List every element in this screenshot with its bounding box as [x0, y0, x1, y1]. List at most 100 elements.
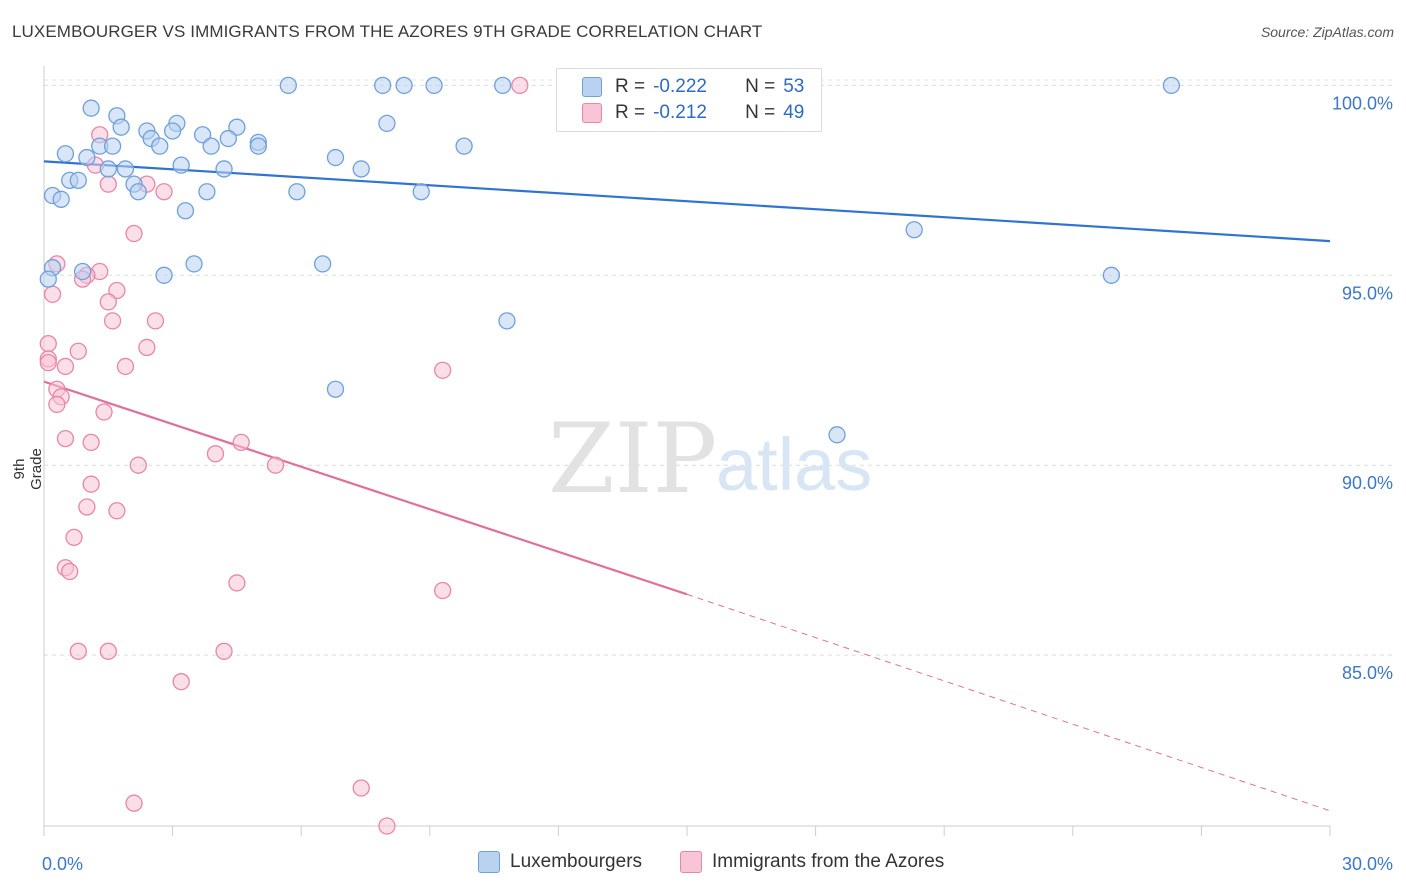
luxembourger-point — [352, 160, 370, 178]
azores-point — [108, 502, 126, 520]
azores-point — [108, 281, 126, 300]
series-legend: Luxembourgers Immigrants from the Azores — [0, 851, 1406, 877]
legend-r-value: -0.212 — [653, 102, 707, 123]
legend-n-value: 49 — [783, 102, 805, 123]
luxembourger-point — [116, 160, 135, 178]
azores-point — [378, 817, 396, 835]
azores-point — [82, 475, 100, 493]
luxembourger-point — [378, 114, 396, 133]
luxembourger-point — [326, 148, 345, 167]
luxembourger-point — [172, 156, 190, 174]
azores-point — [125, 794, 143, 812]
y-tick-label: 100.0% — [1332, 93, 1393, 113]
luxembourger-point — [219, 129, 237, 148]
legend-row-luxembourgers: R = -0.222 N = 53 — [582, 74, 805, 100]
luxembourger-point — [129, 183, 147, 201]
azores-point — [48, 395, 66, 414]
azores-point — [61, 562, 79, 581]
azores-point — [434, 361, 452, 379]
azores-point — [116, 357, 135, 376]
azores-point — [99, 293, 117, 311]
azores-point — [206, 445, 225, 463]
azores-point — [99, 175, 117, 193]
luxembourger-point — [215, 160, 233, 178]
x-tick-label: 0.0% — [42, 854, 83, 874]
series-legend-label: Immigrants from the Azores — [712, 851, 945, 872]
azores-point — [146, 312, 165, 330]
luxembourger-point — [39, 270, 57, 288]
luxembourger-point — [313, 255, 332, 273]
luxembourger-point — [455, 137, 473, 155]
series-legend-luxembourgers[interactable]: Luxembourgers — [478, 851, 642, 873]
legend-swatch-pink — [582, 103, 602, 123]
source-label: Source: ZipAtlas.com — [1260, 24, 1394, 40]
luxembourger-point — [373, 76, 392, 95]
azores-point — [172, 673, 190, 691]
luxembourger-point — [395, 76, 413, 95]
luxembourger-point — [828, 426, 846, 444]
luxembourger-point — [425, 76, 443, 95]
legend-n-value: 53 — [783, 76, 805, 97]
azores-point — [69, 342, 87, 360]
luxembourger-point — [288, 183, 306, 201]
luxembourger-point — [1162, 76, 1181, 95]
watermark-zip: ZIP — [548, 403, 717, 515]
azores-point — [215, 642, 233, 660]
luxembourger-point — [249, 137, 267, 155]
luxembourger-point — [193, 126, 212, 144]
luxembourger-point — [176, 202, 195, 220]
luxembourger-point — [1102, 266, 1121, 284]
luxembourger-point — [99, 160, 117, 178]
azores-point — [69, 642, 87, 660]
azores-point — [232, 433, 250, 452]
series-legend-azores[interactable]: Immigrants from the Azores — [680, 851, 944, 873]
luxembourger-point — [228, 118, 246, 136]
trend-lines — [43, 160, 1331, 812]
azores-trend-line — [43, 380, 688, 596]
azores-trend-line — [686, 593, 1331, 812]
y-tick-label: 95.0% — [1342, 283, 1393, 303]
luxembourger-point — [69, 171, 87, 189]
y-tick-label: 90.0% — [1342, 473, 1393, 493]
azores-point — [56, 357, 75, 376]
azores-point — [155, 183, 173, 201]
luxembourger-point — [112, 118, 130, 136]
azores-point — [39, 335, 57, 353]
luxembourger-point — [498, 312, 516, 330]
x-tick-label: 30.0% — [1342, 854, 1393, 874]
azores-point — [39, 353, 57, 372]
azores-point — [352, 779, 370, 797]
luxembourger-point — [78, 148, 96, 167]
azores-point — [56, 429, 75, 448]
azores-point — [82, 433, 100, 452]
gridlines — [44, 79, 1394, 656]
azores-point — [99, 642, 117, 660]
luxembourger-point — [155, 266, 173, 284]
watermark-atlas: atlas — [716, 423, 872, 506]
series-swatch-pink — [680, 851, 702, 873]
azores-point — [138, 338, 156, 357]
luxembourger-point — [494, 76, 512, 95]
tick-labels: 85.0% 90.0% 95.0% 100.0% 0.0% 30.0% — [42, 93, 1393, 874]
azores-point — [125, 224, 143, 243]
luxembourger-point — [73, 262, 92, 281]
series-swatch-blue — [478, 851, 500, 873]
azores-point — [129, 456, 147, 474]
azores-point — [43, 285, 62, 303]
legend-n-label: N = — [745, 76, 776, 97]
y-tick-label: 85.0% — [1342, 663, 1393, 683]
luxembourger-point — [326, 380, 345, 398]
chart-title: LUXEMBOURGER VS IMMIGRANTS FROM THE AZOR… — [12, 22, 763, 41]
watermark: ZIP atlas — [548, 403, 872, 515]
legend-r-value: -0.222 — [653, 76, 707, 97]
luxembourger-point — [163, 122, 182, 140]
correlation-legend: R = -0.222 N = 53 R = -0.212 N = 49 — [556, 68, 822, 132]
data-points — [39, 76, 1181, 835]
luxembourger-point — [905, 221, 923, 239]
luxembourger-trend-line — [43, 160, 1331, 243]
legend-r-label: R = — [615, 102, 646, 123]
luxembourger-point — [103, 137, 122, 155]
legend-row-azores: R = -0.212 N = 49 — [582, 100, 805, 126]
legend-swatch-blue — [582, 77, 602, 97]
